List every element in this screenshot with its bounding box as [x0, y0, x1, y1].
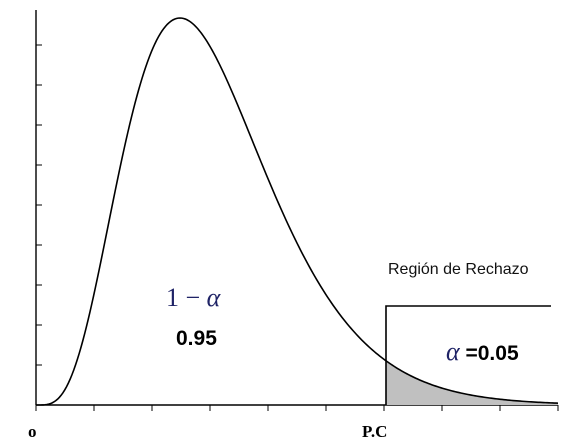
- rejection-value: =0.05: [460, 342, 519, 365]
- x-tick-label-critical: P.C: [362, 422, 387, 441]
- rejection-label: α =0.05: [446, 337, 519, 366]
- density-curve: [36, 17, 559, 406]
- region-label: Región de Rechazo: [388, 261, 529, 278]
- rejection-region-shade: [386, 360, 558, 405]
- acceptance-value: 0.95: [176, 327, 217, 350]
- rejection-region-box: [385, 305, 551, 405]
- rejection-alpha-symbol: α: [446, 337, 461, 366]
- acceptance-symbol: 1 − α: [166, 283, 222, 312]
- x-axis: [35, 404, 559, 411]
- acceptance-alpha-symbol: α: [207, 283, 222, 312]
- y-axis: [35, 10, 42, 406]
- acceptance-symbol-prefix: 1 −: [166, 283, 207, 312]
- x-tick-label-origin: o: [28, 422, 37, 441]
